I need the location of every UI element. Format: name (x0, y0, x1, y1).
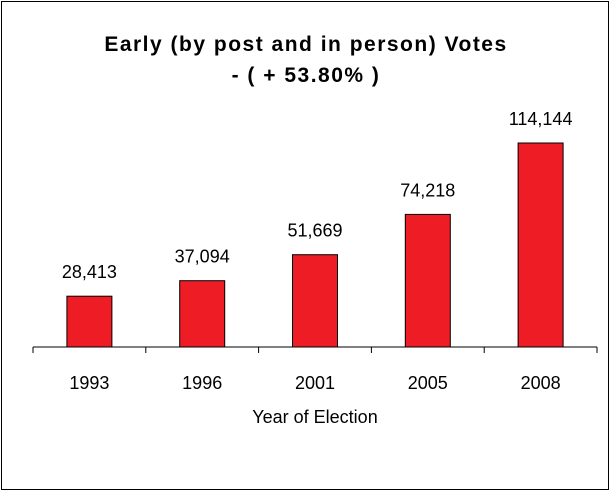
value-labels: 28,413 37,094 51,669 74,218 114,144 (62, 109, 573, 282)
value-label-2005: 74,218 (400, 180, 455, 200)
value-label-1993: 28,413 (62, 262, 117, 282)
bar-2008 (517, 142, 564, 348)
x-tick-label-2001: 2001 (295, 373, 335, 393)
x-tick-labels: 1993 1996 2001 2005 2008 (69, 373, 560, 393)
x-tick-label-1993: 1993 (69, 373, 109, 393)
chart-title: Early (by post and in person) Votes (104, 33, 508, 56)
x-axis-ticks (32, 347, 598, 353)
bar-2001 (292, 254, 338, 348)
x-tick-label-2008: 2008 (521, 373, 561, 393)
value-label-1996: 37,094 (175, 247, 230, 267)
value-label-2008: 114,144 (509, 109, 573, 129)
chart-subtitle: - ( + 53.80% ) (231, 64, 381, 87)
x-axis-label: Year of Election (252, 407, 377, 427)
x-tick-label-2005: 2005 (408, 373, 448, 393)
x-tick-label-1996: 1996 (182, 373, 222, 393)
bar-2005 (404, 213, 451, 348)
bar-1993 (66, 295, 113, 348)
value-label-2001: 51,669 (287, 221, 342, 241)
bar-1996 (179, 280, 226, 348)
bars (66, 142, 564, 348)
